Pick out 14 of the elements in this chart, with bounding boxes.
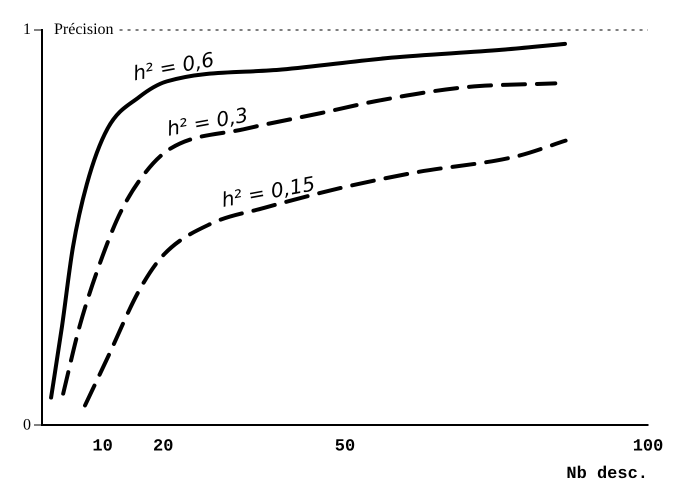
line-series xyxy=(83,138,568,408)
annotation: h² = 0,3 xyxy=(165,102,250,141)
annotation: h² = 0,6 xyxy=(131,47,216,86)
line-series xyxy=(61,81,558,396)
x-tick-label: 20 xyxy=(152,438,174,457)
x-tick-label: 100 xyxy=(632,438,664,457)
annotation: h² = 0,15 xyxy=(220,171,317,212)
x-axis-title: Nb desc. xyxy=(566,465,648,484)
y-tick-label: 0 xyxy=(23,416,31,434)
y-axis-title: Précision xyxy=(54,21,114,38)
x-tick-label: 50 xyxy=(334,438,356,457)
line-series xyxy=(49,42,567,400)
y-tick-label: 1 xyxy=(23,21,31,38)
x-tick-label: 10 xyxy=(92,438,113,457)
